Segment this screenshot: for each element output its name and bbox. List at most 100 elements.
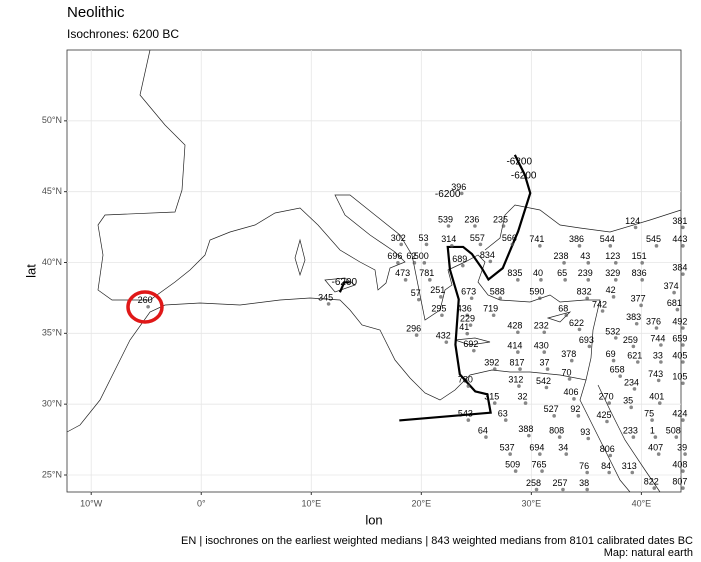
site-label: 408 [672, 459, 687, 469]
site-point [607, 470, 611, 475]
site-point [630, 470, 635, 475]
site-point [545, 367, 550, 371]
site-point [681, 326, 685, 330]
site-label: 719 [483, 304, 498, 314]
site-point [639, 303, 643, 308]
site-label: 539 [438, 214, 453, 224]
grid [67, 50, 681, 492]
site-label: 43 [580, 251, 590, 261]
site-point [403, 278, 408, 282]
site-label: 544 [600, 234, 615, 244]
site-point [540, 469, 544, 473]
site-label: 257 [552, 478, 567, 488]
site-label: 1 [650, 425, 655, 435]
site-label: 744 [650, 333, 665, 343]
site-label: 696 [387, 251, 402, 261]
y-tick-label: 45°N [42, 186, 62, 196]
site-label: 405 [672, 350, 687, 360]
site-point [518, 367, 522, 371]
site-point [417, 297, 421, 302]
site-label: 123 [605, 251, 620, 261]
site-label: 75 [644, 408, 654, 418]
site-point [539, 278, 543, 282]
site-point [631, 344, 636, 349]
site-point [605, 419, 609, 424]
site-point [414, 333, 419, 337]
site-point [586, 261, 591, 265]
caption-line: Map: natural earth [604, 547, 693, 559]
site-label: 681 [667, 298, 682, 308]
site-label: 314 [441, 234, 456, 244]
site-point [561, 487, 565, 492]
site-point [492, 401, 497, 405]
site-point [659, 343, 663, 347]
site-label: 233 [623, 425, 638, 435]
site-point [450, 244, 454, 248]
site-point [492, 367, 497, 371]
site-point [510, 242, 515, 247]
site-point [650, 418, 654, 422]
site-label: 401 [649, 391, 664, 401]
site-point [633, 225, 638, 230]
site-label: 39 [677, 442, 687, 452]
site-point [544, 385, 549, 390]
site-label: 588 [490, 287, 505, 297]
site-label: 384 [672, 263, 687, 273]
site-label: 432 [436, 331, 451, 341]
site-label: 92 [570, 404, 580, 414]
site-point [587, 344, 592, 349]
site-label: 42 [606, 285, 616, 295]
site-label: 388 [518, 424, 533, 434]
site-label: 689 [452, 254, 467, 264]
site-label: 396 [451, 182, 466, 192]
site-label: 806 [600, 444, 615, 454]
site-label: 34 [558, 442, 568, 452]
site-label: 622 [569, 318, 584, 328]
site-label: 93 [580, 427, 590, 437]
site-point [440, 313, 444, 318]
site-label: 500 [414, 251, 429, 261]
site-label: 741 [529, 234, 544, 244]
site-label: 70 [562, 367, 572, 377]
isochrone-label: -6200 [332, 277, 358, 288]
isochrone-line [338, 281, 350, 293]
site-point [516, 278, 520, 282]
site-label: 105 [672, 372, 687, 382]
site-label: 57 [411, 288, 421, 298]
site-label: 508 [666, 425, 681, 435]
site-label: 659 [672, 333, 687, 343]
site-label: 124 [625, 216, 640, 226]
site-label: 780 [458, 374, 473, 384]
site-point [681, 272, 685, 276]
site-point [538, 296, 542, 301]
site-point [523, 401, 528, 405]
x-tick-label: 20°E [412, 498, 432, 508]
site-point [516, 330, 520, 335]
site-point [577, 244, 582, 248]
site-point [681, 469, 685, 473]
x-tick-label: 10°E [301, 498, 321, 508]
site-label: 492 [672, 316, 687, 326]
site-point [527, 433, 531, 438]
site-point [585, 470, 589, 475]
chart-title: Neolithic [67, 4, 125, 21]
site-point [424, 242, 429, 247]
site-point [564, 313, 569, 318]
site-point [444, 340, 449, 344]
site-label: 312 [508, 374, 523, 384]
site-label: 743 [648, 369, 663, 379]
site-point [681, 360, 685, 364]
highlight-circle [126, 290, 164, 324]
site-label: 238 [554, 251, 569, 261]
site-label: 65 [557, 268, 567, 278]
site-point [557, 435, 562, 439]
site-point [654, 244, 659, 248]
site-label: 313 [622, 461, 637, 471]
site-label: 694 [529, 442, 544, 452]
site-point [585, 487, 589, 492]
site-point [517, 384, 521, 388]
site-point [608, 244, 613, 248]
isochrone-label: -6200 [435, 189, 461, 200]
site-label: 537 [500, 442, 515, 452]
